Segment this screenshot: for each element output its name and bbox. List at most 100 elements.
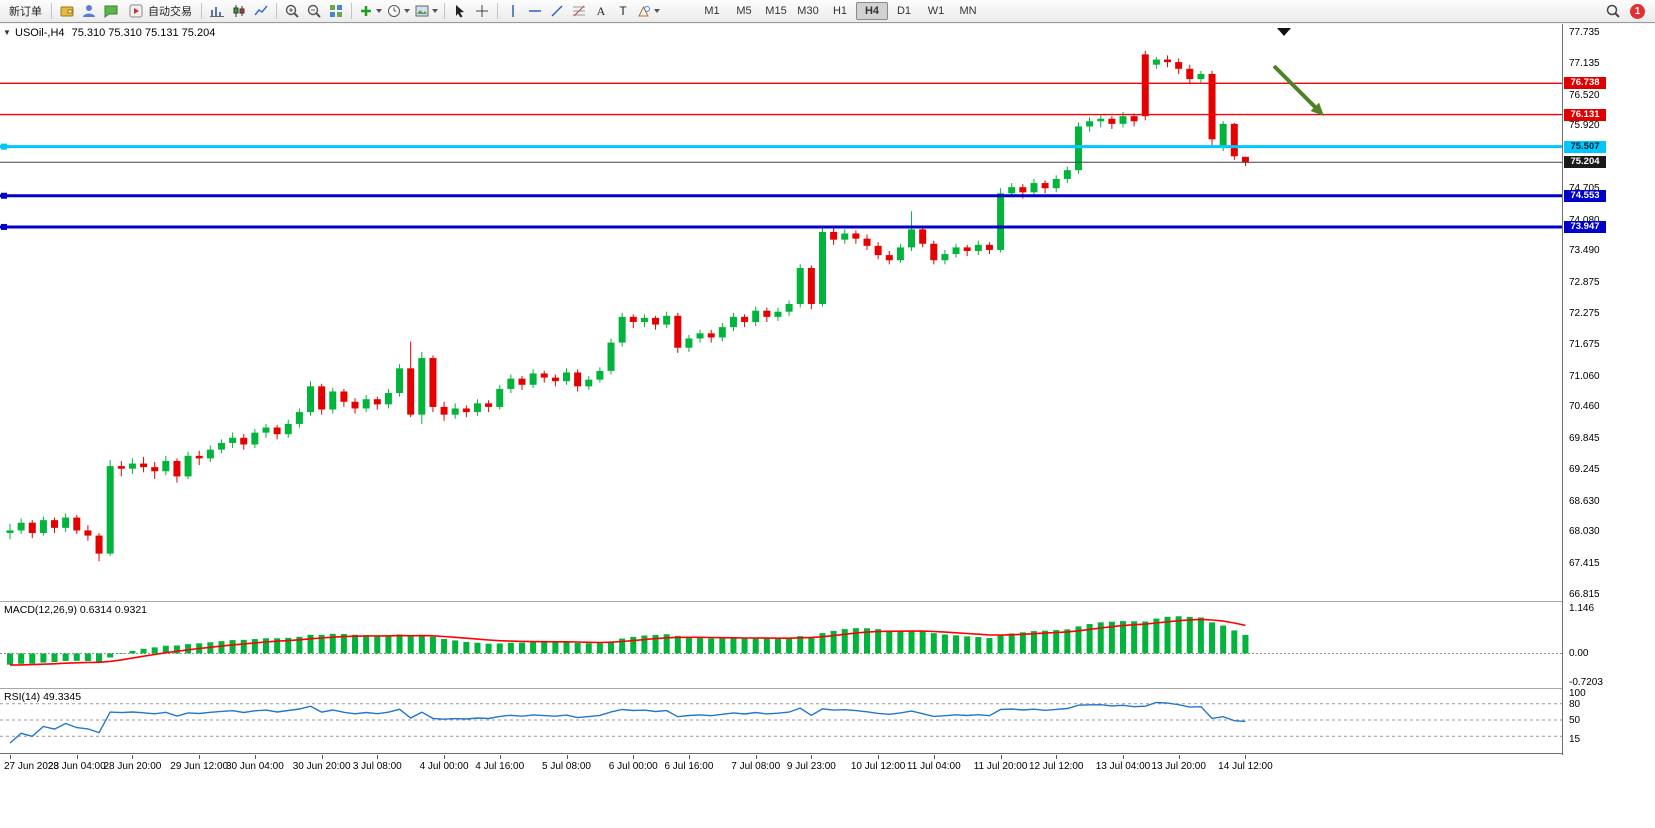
main-toolbar: 新订单 自动交易 A T M1 M5 M15 M30 H1 H4 D1 W1 MN 1 <box>0 0 1655 23</box>
time-axis-label: 10 Jul 12:00 <box>850 761 906 772</box>
zoom-in-button[interactable] <box>281 1 303 22</box>
price-axis-label: 72.275 <box>1569 308 1600 319</box>
price-axis-label: 69.845 <box>1569 433 1600 445</box>
line-handle[interactable] <box>1 143 7 150</box>
timeframe-m1-button[interactable]: M1 <box>704 5 720 17</box>
time-tick <box>566 755 568 759</box>
rsi-axis-label: 15 <box>1569 733 1581 745</box>
price-badge-75.204: 75.204 <box>1564 156 1606 169</box>
timeframe-m15-button[interactable]: M15 <box>765 5 787 17</box>
main-chart-canvas[interactable] <box>0 24 1562 601</box>
chart-title: USOil-,H4 75.310 75.310 75.131 75.204 <box>15 27 215 39</box>
price-badge-76.738: 76.738 <box>1564 77 1606 90</box>
horizontal-line-button[interactable] <box>524 1 546 22</box>
macd-axis-label: 1.146 <box>1569 603 1595 614</box>
new-order-button[interactable]: 新订单 <box>4 2 47 21</box>
collapse-chart-icon[interactable]: ▼ <box>3 28 11 37</box>
panel-separator[interactable] <box>0 688 1655 689</box>
rsi-axis-label: 100 <box>1569 688 1586 699</box>
timeframe-w1-button[interactable]: W1 <box>927 5 945 17</box>
price-axis-label: 73.490 <box>1569 245 1600 257</box>
notification-badge[interactable]: 1 <box>1630 3 1645 19</box>
svg-text:T: T <box>619 4 627 18</box>
search-icon[interactable] <box>1602 1 1624 22</box>
time-axis-label: 28 Jun 20:00 <box>103 761 162 772</box>
time-tick <box>878 755 880 759</box>
tile-windows-button[interactable] <box>325 1 347 22</box>
price-badge-75.507: 75.507 <box>1564 140 1606 153</box>
cursor-button[interactable] <box>449 1 471 22</box>
price-axis-label: 68.630 <box>1569 495 1600 507</box>
line-chart-button[interactable] <box>250 1 272 22</box>
toolbar-separator <box>276 3 277 19</box>
text-button[interactable]: A <box>590 1 612 22</box>
time-tick <box>199 755 201 759</box>
time-tick <box>1178 755 1180 759</box>
timeframe-h1-button[interactable]: H1 <box>832 5 848 17</box>
timeframe-m5-button[interactable]: M5 <box>736 5 752 17</box>
time-tick <box>254 755 256 759</box>
indicators-button[interactable] <box>356 1 384 22</box>
rsi-axis-label: 80 <box>1569 698 1581 710</box>
time-axis-label: 14 Jul 12:00 <box>1218 761 1273 772</box>
panel-separator[interactable] <box>0 601 1655 602</box>
toolbar-right: 1 <box>1602 1 1651 22</box>
line-handle[interactable] <box>1 223 7 230</box>
time-tick <box>1056 755 1058 759</box>
macd-panel-canvas[interactable] <box>0 602 1562 688</box>
time-tick <box>633 755 635 759</box>
arrow-annotation-head[interactable] <box>1310 102 1324 116</box>
time-tick <box>1123 755 1124 759</box>
price-axis-label: 68.030 <box>1569 526 1600 538</box>
time-axis[interactable]: 27 Jun 2023 28 Jun 04:00 28 Jun 20:00 29 Ju… <box>0 755 1655 828</box>
bar-chart-button[interactable] <box>206 1 228 22</box>
svg-text:A: A <box>597 4 606 18</box>
toolbar-separator <box>201 3 202 19</box>
time-axis-label: 29 Jun 12:00 <box>170 761 229 772</box>
rsi-indicator-label: RSI(14) 49.3345 <box>4 691 82 703</box>
price-axis[interactable]: 77.735 77.135 76.520 75.920 74.705 74.080 73.4… <box>1562 24 1655 755</box>
timeframe-h4-button[interactable]: H4 <box>856 2 888 20</box>
new-order-label: 新订单 <box>9 6 42 18</box>
time-axis-label: 30 Jun 04:00 <box>225 761 284 772</box>
autotrading-button[interactable]: 自动交易 <box>122 2 197 21</box>
time-axis-label: 12 Jul 12:00 <box>1028 761 1084 772</box>
rsi-line <box>9 701 1246 744</box>
fibonacci-button[interactable] <box>568 1 590 22</box>
chart-marker-triangle <box>1277 28 1291 36</box>
vertical-line-button[interactable] <box>502 1 524 22</box>
price-axis-label: 69.245 <box>1569 463 1600 475</box>
time-axis-label: 27 Jun 2023 <box>4 761 60 772</box>
time-axis-label: 13 Jul 04:00 <box>1095 761 1151 772</box>
profile-icon[interactable] <box>78 1 100 22</box>
time-tick <box>1000 755 1002 759</box>
zoom-out-button[interactable] <box>303 1 325 22</box>
timeframe-d1-button[interactable]: D1 <box>896 5 912 17</box>
time-axis-label: 28 Jun 04:00 <box>47 761 106 772</box>
line-handle[interactable] <box>1 192 7 199</box>
rsi-panel-canvas[interactable] <box>0 689 1562 753</box>
chevron-down-icon <box>432 9 438 13</box>
macd-indicator-label: MACD(12,26,9) 0.6314 0.9321 <box>4 604 148 616</box>
toolbar-separator <box>51 3 52 19</box>
messages-icon[interactable] <box>100 1 122 22</box>
price-badge-73.947: 73.947 <box>1564 220 1606 233</box>
symbol-period-label: USOil-,H4 <box>15 27 65 39</box>
label-button[interactable]: T <box>612 1 634 22</box>
shapes-button[interactable] <box>634 1 662 22</box>
price-badge-74.553: 74.553 <box>1564 189 1606 202</box>
timeframe-mn-button[interactable]: MN <box>959 5 977 17</box>
price-axis-label: 66.815 <box>1569 589 1600 600</box>
time-tick <box>688 755 690 759</box>
time-axis-label: 4 Jul 00:00 <box>419 761 469 772</box>
time-axis-label: 7 Jul 08:00 <box>731 761 781 772</box>
price-axis-label: 71.060 <box>1569 370 1600 382</box>
candlestick-chart-button[interactable] <box>228 1 250 22</box>
crosshair-button[interactable] <box>471 1 493 22</box>
wallet-icon[interactable] <box>56 1 78 22</box>
timeframe-m30-button[interactable]: M30 <box>797 5 819 17</box>
trendline-button[interactable] <box>546 1 568 22</box>
arrow-annotation[interactable] <box>1272 64 1320 112</box>
templates-button[interactable] <box>412 1 440 22</box>
periods-button[interactable] <box>384 1 412 22</box>
